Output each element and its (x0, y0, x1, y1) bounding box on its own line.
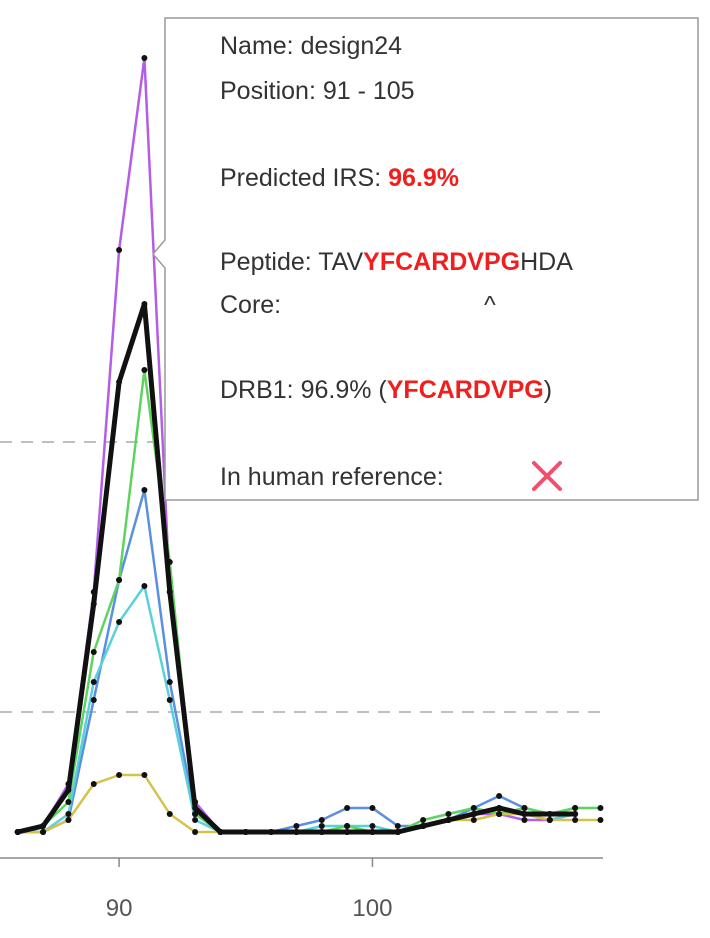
data-point (572, 805, 579, 811)
data-point (192, 817, 199, 823)
data-point (90, 589, 97, 595)
data-point (166, 697, 173, 703)
data-point (141, 301, 148, 307)
data-point (420, 823, 427, 829)
data-point (318, 817, 325, 823)
data-point (293, 829, 300, 835)
data-point (470, 805, 477, 811)
data-point (420, 817, 427, 823)
data-point (116, 619, 123, 625)
data-point (166, 811, 173, 817)
data-point (65, 811, 72, 817)
drb1-text: ) (544, 376, 552, 404)
data-point (116, 772, 123, 778)
data-point (369, 805, 376, 811)
data-point (445, 811, 452, 817)
irs-value: 96.9% (388, 164, 459, 192)
data-point (572, 811, 579, 817)
data-point (65, 781, 72, 787)
data-point (40, 829, 47, 835)
data-point (217, 829, 224, 835)
data-point (65, 787, 72, 793)
data-point (90, 649, 97, 655)
data-point (496, 811, 503, 817)
data-point (369, 829, 376, 835)
data-point (166, 679, 173, 685)
tooltip-core: Core: (220, 291, 281, 319)
data-point (192, 811, 199, 817)
data-point (166, 559, 173, 565)
data-point (445, 817, 452, 823)
data-point (546, 817, 553, 823)
data-point (394, 823, 401, 829)
data-point (90, 781, 97, 787)
data-point (546, 811, 553, 817)
tooltip: Name: design24 Position: 91 - 105 Predic… (152, 17, 699, 501)
series-line (17, 584, 576, 834)
data-point (141, 583, 148, 589)
data-point (344, 829, 351, 835)
x-tick-label: 100 (352, 895, 392, 922)
data-point (141, 772, 148, 778)
tooltip-name: Name: design24 (220, 32, 402, 60)
data-point (65, 799, 72, 805)
data-point (268, 829, 275, 835)
tooltip-irs: Predicted IRS: 96.9% (220, 164, 459, 192)
core-marker: ^ (484, 291, 496, 319)
tooltip-box (152, 17, 699, 501)
tooltip-peptide: Peptide: TAVYFCARDVPGHDA (220, 248, 573, 276)
x-tick-label: 90 (106, 895, 133, 922)
data-point (496, 805, 503, 811)
data-point (597, 805, 604, 811)
irs-label: Predicted IRS: (220, 164, 381, 192)
data-point (470, 817, 477, 823)
peptide-text: HDA (520, 248, 573, 276)
data-point (318, 829, 325, 835)
data-point (116, 379, 123, 385)
data-point (192, 829, 199, 835)
data-point (116, 577, 123, 583)
data-point (192, 799, 199, 805)
data-point (141, 55, 148, 61)
data-point (344, 823, 351, 829)
data-point (40, 823, 47, 829)
tooltip-reference: In human reference: (220, 463, 444, 491)
data-point (572, 817, 579, 823)
cross-icon (532, 461, 562, 491)
data-point (90, 601, 97, 607)
data-point (293, 823, 300, 829)
data-point (90, 697, 97, 703)
data-point (521, 817, 528, 823)
data-point (141, 487, 148, 493)
data-point (141, 367, 148, 373)
drb1-text: DRB1: 96.9% ( (220, 376, 387, 404)
tooltip-drb1: DRB1: 96.9% (YFCARDVPG) (220, 376, 552, 404)
peptide-core: YFCARDVPG (363, 248, 520, 276)
data-point (90, 679, 97, 685)
data-point (116, 247, 123, 253)
data-point (14, 829, 21, 835)
data-point (242, 829, 249, 835)
data-point (394, 829, 401, 835)
data-point (65, 817, 72, 823)
tooltip-position: Position: 91 - 105 (220, 77, 415, 105)
data-point (344, 805, 351, 811)
data-point (597, 817, 604, 823)
peptide-text: Peptide: TAV (220, 248, 363, 276)
drb1-core: YFCARDVPG (387, 376, 544, 404)
data-point (166, 589, 173, 595)
data-point (521, 805, 528, 811)
data-point (192, 805, 199, 811)
data-point (521, 811, 528, 817)
data-point (496, 793, 503, 799)
plot-area: 90 100 (0, 55, 604, 922)
data-point (369, 823, 376, 829)
data-point (318, 823, 325, 829)
data-point (470, 811, 477, 817)
